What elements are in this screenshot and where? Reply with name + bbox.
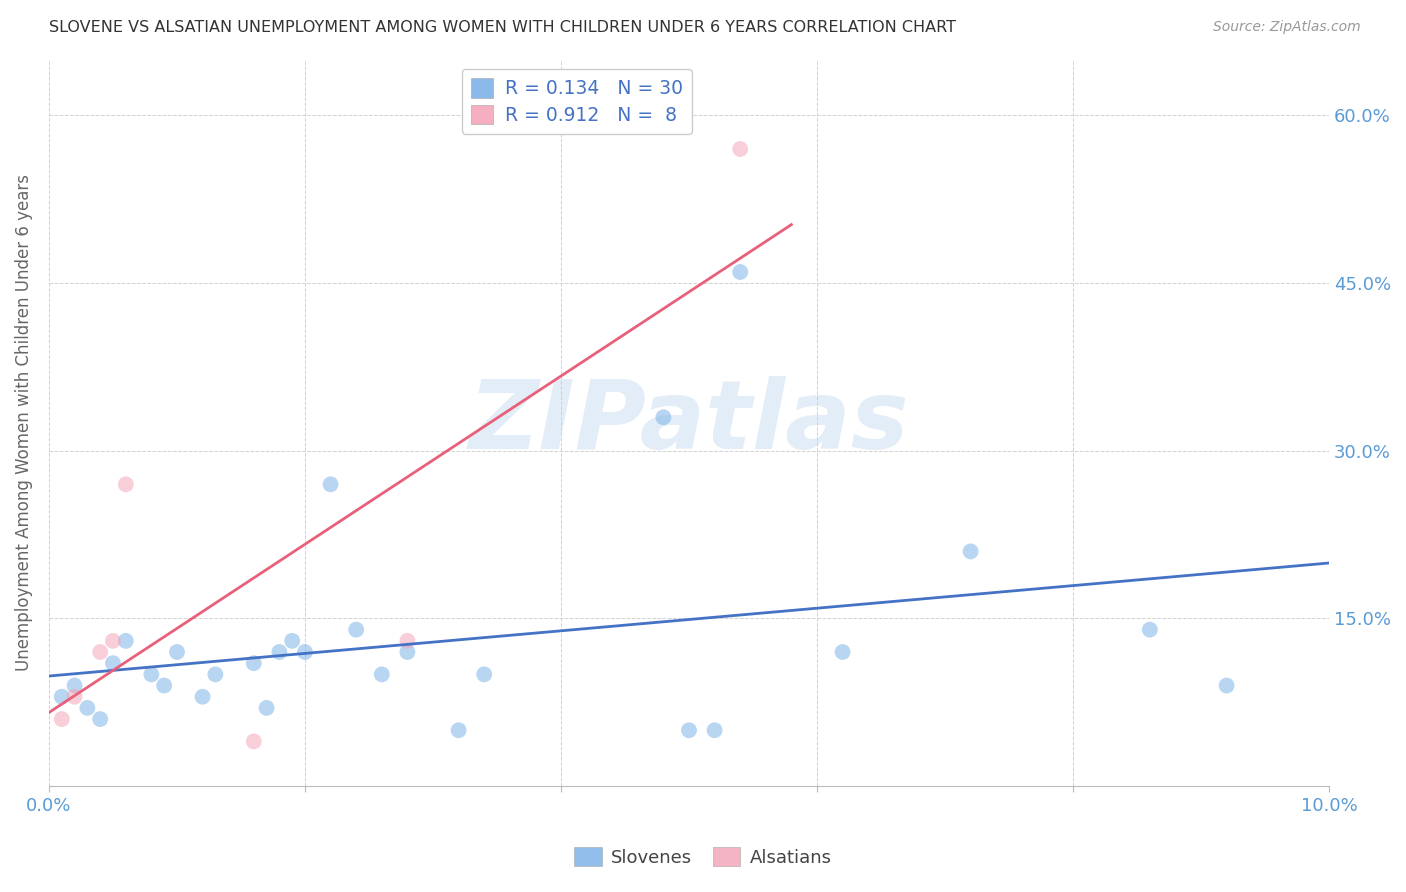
Point [51, 712, 73, 726]
Point [396, 645, 419, 659]
Legend: Slovenes, Alsatians: Slovenes, Alsatians [567, 840, 839, 874]
Point [831, 645, 853, 659]
Point [371, 667, 394, 681]
Point [269, 645, 291, 659]
Point [114, 477, 136, 491]
Point [319, 477, 342, 491]
Point [191, 690, 214, 704]
Point [678, 723, 700, 738]
Point [472, 667, 495, 681]
Point [63, 679, 86, 693]
Point [256, 701, 278, 715]
Point [141, 667, 163, 681]
Point [728, 265, 751, 279]
Point [1215, 679, 1237, 693]
Point [242, 656, 264, 670]
Point [242, 734, 264, 748]
Point [1139, 623, 1161, 637]
Point [652, 410, 675, 425]
Point [703, 723, 725, 738]
Point [447, 723, 470, 738]
Text: ZIPatlas: ZIPatlas [468, 376, 910, 469]
Point [281, 633, 304, 648]
Point [396, 633, 419, 648]
Point [204, 667, 226, 681]
Point [959, 544, 981, 558]
Point [51, 690, 73, 704]
Point [294, 645, 316, 659]
Text: SLOVENE VS ALSATIAN UNEMPLOYMENT AMONG WOMEN WITH CHILDREN UNDER 6 YEARS CORRELA: SLOVENE VS ALSATIAN UNEMPLOYMENT AMONG W… [49, 20, 956, 35]
Point [89, 712, 111, 726]
Point [728, 142, 751, 156]
Point [76, 701, 98, 715]
Point [101, 656, 124, 670]
Point [114, 633, 136, 648]
Y-axis label: Unemployment Among Women with Children Under 6 years: Unemployment Among Women with Children U… [15, 174, 32, 672]
Point [153, 679, 176, 693]
Point [166, 645, 188, 659]
Legend: R = 0.134   N = 30, R = 0.912   N =  8: R = 0.134 N = 30, R = 0.912 N = 8 [461, 69, 692, 134]
Point [89, 645, 111, 659]
Text: Source: ZipAtlas.com: Source: ZipAtlas.com [1213, 20, 1361, 34]
Point [101, 633, 124, 648]
Point [344, 623, 367, 637]
Point [63, 690, 86, 704]
